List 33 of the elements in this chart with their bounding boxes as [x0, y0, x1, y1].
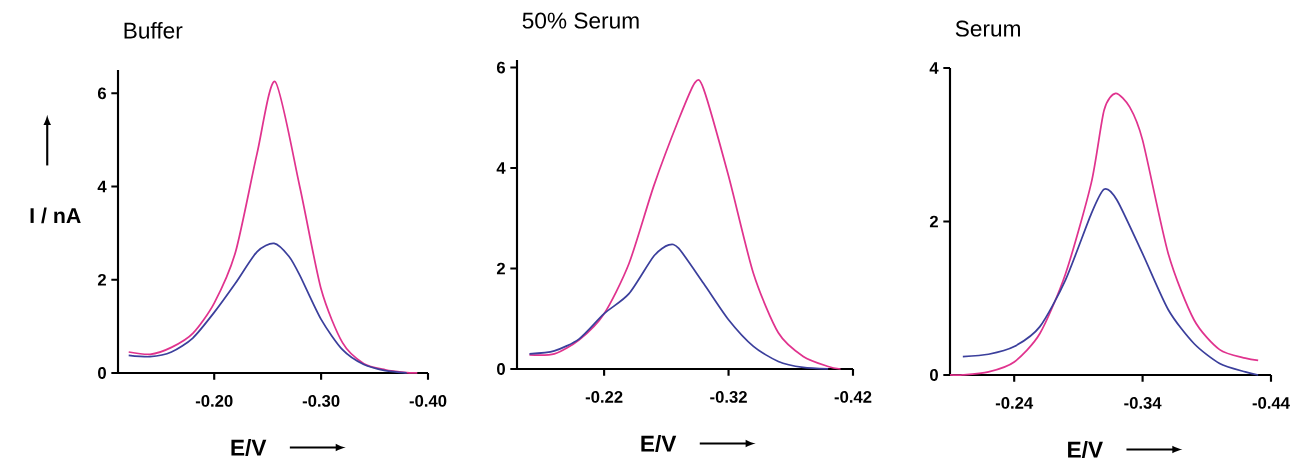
chart-title: Serum [955, 20, 1020, 37]
y-tick-label: 6 [496, 61, 506, 74]
line-series [949, 92, 1260, 377]
line-series [127, 242, 408, 374]
y-axis-title: I / nA [30, 207, 81, 224]
x-axis-title: E/V [231, 439, 267, 456]
y-tick-label: 0 [98, 367, 106, 379]
chart-title: Buffer [124, 22, 183, 39]
line-series [127, 80, 419, 374]
y-tick-label: 2 [929, 215, 938, 228]
x-tick-label: -0.24 [995, 397, 1034, 409]
x-tick-label: -0.40 [409, 395, 447, 407]
x-tick-label: -0.44 [1252, 397, 1290, 409]
y-tick-label: 4 [929, 62, 939, 74]
x-axis-title: E/V [641, 435, 677, 452]
x-tick-label: -0.42 [834, 391, 872, 403]
line-series [961, 188, 1260, 376]
x-tick-label: -0.22 [585, 391, 623, 403]
x-tick-label: -0.20 [195, 395, 233, 407]
line-series [528, 80, 842, 370]
y-tick-label: 4 [97, 180, 107, 193]
chart-title: 50% Serum [522, 12, 639, 29]
x-tick-label: -0.34 [1124, 397, 1162, 409]
y-tick-label: 0 [930, 369, 938, 381]
x-tick-label: -0.32 [710, 391, 747, 403]
line-series [528, 243, 829, 370]
y-tick-label: 0 [497, 363, 505, 375]
y-tick-label: 2 [496, 262, 505, 275]
x-tick-label: -0.30 [302, 395, 340, 407]
y-tick-label: 4 [496, 162, 506, 174]
y-tick-label: 6 [97, 87, 107, 100]
x-axis-title: E/V [1068, 441, 1103, 458]
y-tick-label: 2 [97, 273, 106, 286]
